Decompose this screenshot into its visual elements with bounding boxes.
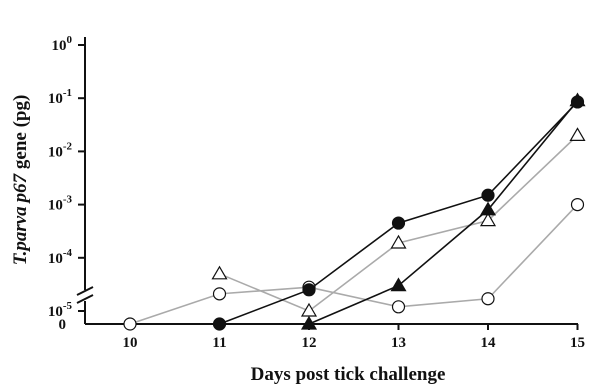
data-point-open-triangle xyxy=(300,302,318,317)
x-tick-label: 10 xyxy=(123,335,138,351)
data-point-open-circle xyxy=(570,198,585,212)
x-ticks: 10 11 12 13 14 15 xyxy=(123,324,585,351)
axis-break-mark xyxy=(76,286,94,296)
y-tick-label: 10-5 xyxy=(48,300,73,320)
data-point-open-circle xyxy=(212,287,227,301)
x-tick-label: 14 xyxy=(481,335,497,351)
y-tick-label: 10-1 xyxy=(48,87,72,107)
y-tick-label: 10-3 xyxy=(48,194,73,214)
data-point-filled-triangle xyxy=(390,277,407,292)
data-point-filled-triangle xyxy=(479,201,497,216)
data-point-open-circle xyxy=(123,317,137,331)
series-line-open-circle xyxy=(129,204,579,325)
y-axis-label: T.parvap67 gene (pg) xyxy=(10,95,31,266)
x-tick-label: 15 xyxy=(570,335,585,351)
data-point-filled-triangle xyxy=(300,315,318,330)
y-tick-label-zero: 0 xyxy=(59,317,67,333)
x-axis-label: Days post tick challenge xyxy=(251,364,446,385)
data-point-open-triangle xyxy=(569,127,586,141)
x-tick-label: 12 xyxy=(302,335,317,351)
data-point-filled-circle xyxy=(391,216,406,230)
x-tick-label: 13 xyxy=(391,335,406,351)
y-ticks: 10-5 10-4 10-3 10-2 10-1 100 0 xyxy=(48,34,85,333)
data-point-open-triangle xyxy=(390,234,407,249)
data-point-filled-circle xyxy=(481,188,495,202)
data-point-filled-circle xyxy=(302,283,316,297)
data-point-filled-triangle xyxy=(569,92,586,107)
y-tick-label: 100 xyxy=(52,34,73,54)
y-axis-label-rest: gene (pg) xyxy=(10,95,31,174)
data-point-open-circle xyxy=(481,292,495,306)
x-tick-label: 11 xyxy=(212,335,226,351)
data-point-open-triangle xyxy=(479,212,497,227)
y-tick-label: 10-2 xyxy=(48,140,73,160)
series-line-filled-triangle xyxy=(308,100,579,325)
series-markers xyxy=(123,92,586,331)
y-axis-label-organism: T.parva xyxy=(10,206,31,265)
data-point-open-triangle xyxy=(211,265,228,280)
axis-break-mark xyxy=(76,294,94,304)
y-axis-label-gene: p67 xyxy=(10,172,31,204)
data-point-filled-circle xyxy=(212,317,227,331)
y-tick-label: 10-4 xyxy=(48,247,73,267)
series-lines xyxy=(129,100,579,325)
axes xyxy=(76,37,578,325)
data-point-open-circle xyxy=(391,300,406,314)
